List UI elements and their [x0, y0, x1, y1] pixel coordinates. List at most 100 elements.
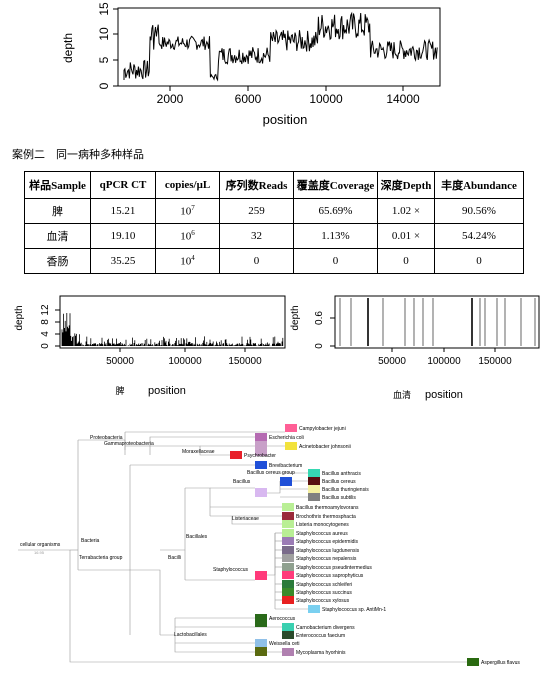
leaf-color-box: [282, 537, 294, 545]
node-box: [255, 618, 267, 627]
leaf-label: Staphylococcus xylosus: [296, 598, 350, 604]
serum-yticks: 00.6: [314, 311, 335, 349]
copies-cell: 107: [155, 198, 220, 224]
coverage-cell: 0: [293, 248, 378, 274]
leaf-label: Bacillus anthracis: [322, 471, 361, 477]
x-tick-label: 50000: [378, 356, 406, 367]
leaf-color-box: [308, 605, 320, 613]
tree-branch: [78, 569, 131, 635]
root-label: cellular organisms: [20, 542, 61, 548]
leaf-color-box: [282, 571, 294, 579]
leaf-label: Listeria monocytogenes: [296, 522, 349, 528]
coverage-cell: 1.13%: [293, 223, 378, 249]
leaf-label: Staphylococcus epidermidis: [296, 539, 358, 545]
leaf-label: Staphylococcus pseudintermedius: [296, 565, 372, 571]
depth-cell: 0.01 ×: [377, 223, 435, 249]
node-bacillus: Bacillus: [233, 479, 251, 485]
y-tick-label: 10: [97, 27, 111, 41]
leaf-color-box: [282, 631, 294, 639]
leaf-color-box: [282, 588, 294, 596]
x-tick-label: 2000: [157, 92, 184, 106]
leaf-color-box: [285, 424, 297, 432]
leaf-label: Bacillus thermoamylovorans: [296, 505, 359, 511]
leaf-color-box: [308, 493, 320, 501]
tree-leaves: Campylobacter jejuni Escherichia coli Acin…: [230, 424, 520, 666]
x-tick-label: 50000: [106, 356, 134, 367]
leaf-color-box: [282, 623, 294, 631]
header-cell: 丰度Abundance: [434, 171, 524, 199]
serum-sample-label: 血清: [393, 389, 411, 400]
leaf-label: Escherichia coli: [269, 435, 304, 441]
spleen-sample-label: 脾: [115, 385, 124, 396]
node-lactobacillales: Lactobacillales: [174, 632, 207, 638]
tree-branch: [210, 515, 282, 525]
copies-cell: 104: [155, 248, 220, 274]
serum-ylabel: depth: [290, 305, 301, 330]
tree-branch: [160, 488, 186, 551]
node-box: [280, 477, 292, 486]
node-gammaproteobacteria: Gammaproteobacteria: [104, 441, 154, 447]
leaf-label: Psychrobacter: [244, 453, 276, 459]
table-row: 香肠 35.25 104 0 0 0 0: [24, 248, 524, 274]
node-box: [255, 488, 267, 497]
header-cell: copies/μL: [155, 171, 220, 199]
leaf-color-box: [282, 529, 294, 537]
leaf-color-box: [255, 433, 267, 441]
y-tick-label: 0: [97, 82, 111, 89]
node-staphylococcus: Staphylococcus: [213, 567, 249, 573]
leaf-label: Carnobacterium divergens: [296, 625, 355, 631]
ct-cell: 19.10: [90, 223, 156, 249]
leaf-label: Staphylococcus nepalensis: [296, 556, 357, 562]
leaf-color-box: [282, 512, 294, 520]
leaf-label: Aspergillus flavus: [481, 660, 520, 666]
x-tick-label: 10000: [309, 92, 343, 106]
tree-branch: [125, 436, 255, 447]
leaf-label: Campylobacter jejuni: [299, 426, 346, 432]
depth-cell: 0: [377, 248, 435, 274]
table-row: 血清 19.10 106 32 1.13% 0.01 × 54.24%: [24, 223, 524, 249]
leaf-color-box: [308, 469, 320, 477]
node-moraxellaceae: Moraxellaceae: [182, 449, 215, 455]
top-depth-trace: [123, 11, 438, 82]
y-tick-label: 15: [97, 2, 111, 16]
depth-cell: 1.02 ×: [377, 198, 435, 224]
y-tick-label: 4: [40, 331, 51, 337]
root-value: 16.95: [34, 550, 45, 555]
tree-branch: [160, 634, 282, 653]
node-box: [255, 438, 267, 447]
leaf-color-box: [308, 485, 320, 493]
x-tick-label: 14000: [386, 92, 420, 106]
tree-branches: [18, 431, 467, 663]
y-tick-label: 8: [40, 319, 51, 325]
depth-plot-top: depth 0 5 10 15 2000 6000 10000 14000 position: [61, 2, 441, 127]
leaf-label: Bacillus thuringiensis: [322, 487, 369, 493]
leaf-color-box: [308, 477, 320, 485]
node-bacillus-cereus-group: Bacillus cereus group: [247, 470, 295, 476]
node-terrabacteria: Terrabacteria group: [79, 555, 123, 561]
tree-branch: [69, 550, 467, 663]
copies-cell: 106: [155, 223, 220, 249]
top-ylabel: depth: [61, 33, 75, 63]
leaf-label: Mycoplasma hyorhinis: [296, 650, 346, 656]
leaf-label: Aerococcus: [269, 616, 296, 622]
x-tick-label: 100000: [168, 356, 202, 367]
leaf-color-box: [282, 648, 294, 656]
tree-branch: [150, 445, 230, 456]
top-plot-frame: [117, 7, 441, 87]
leaf-label: Staphylococcus schleiferi: [296, 582, 352, 588]
ct-cell: 15.21: [90, 198, 156, 224]
leaf-label: Brevibacterium: [269, 463, 302, 469]
y-tick-label: 0: [40, 343, 51, 349]
table-row: 脾 15.21 107 259 65.69% 1.02 × 90.56%: [24, 198, 524, 224]
node-bacillales: Bacillales: [186, 534, 208, 540]
tree-branch: [130, 569, 161, 635]
case-heading: 案例二 同一病种多种样品: [12, 149, 144, 161]
node-box: [255, 571, 267, 580]
spleen-yticks: 0 4 8 12: [40, 304, 60, 349]
leaf-label: Bacillus cereus: [322, 479, 356, 485]
spleen-plot-frame: [59, 295, 286, 349]
x-tick-label: 150000: [228, 356, 262, 367]
header-cell: 序列数Reads: [219, 171, 294, 199]
serum-coverage-bars: [339, 298, 536, 346]
sample-cell: 脾: [24, 198, 91, 224]
